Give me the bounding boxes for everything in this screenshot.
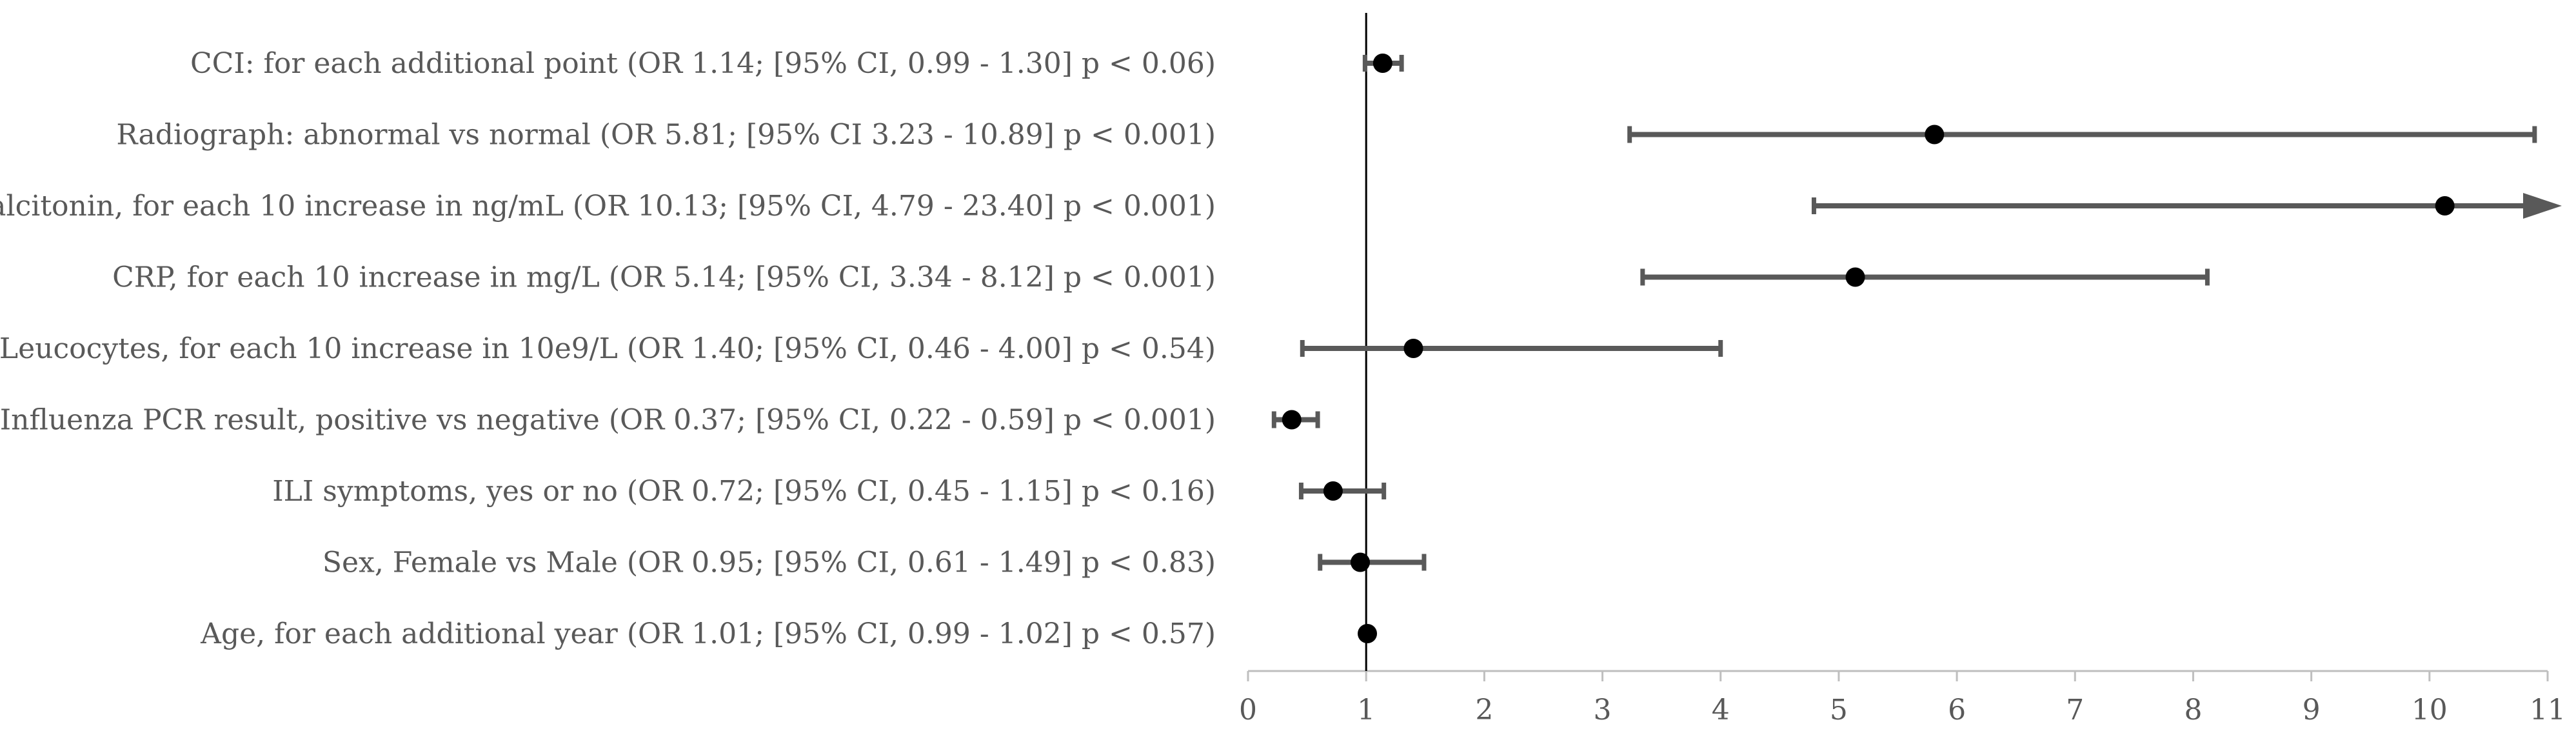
x-tick-label: 4 <box>1712 694 1730 727</box>
estimate-point <box>1372 54 1392 73</box>
x-tick-label: 1 <box>1357 694 1375 727</box>
x-tick-label: 7 <box>2066 694 2084 727</box>
x-axis: 0 1 2 3 4 5 6 7 8 9 10 11 <box>1239 670 2566 727</box>
x-tick-label: 10 <box>2412 694 2448 727</box>
estimate-point <box>1323 481 1343 501</box>
estimate-point <box>1403 339 1423 358</box>
row-label: Radiograph: abnormal vs normal (OR 5.81;… <box>116 119 1216 152</box>
x-tick-label: 6 <box>1948 694 1966 727</box>
estimate-point <box>1358 624 1378 643</box>
x-tick-label: 0 <box>1239 694 1257 727</box>
row-label: Age, for each additional year (OR 1.01; … <box>200 617 1216 650</box>
x-tick-label: 2 <box>1475 694 1493 727</box>
row-label: Leucocytes, for each 10 increase in 10e9… <box>0 332 1216 365</box>
x-tick-label: 5 <box>1830 694 1848 727</box>
row-label: CRP, for each 10 increase in mg/L (OR 5.… <box>112 261 1216 294</box>
estimate-point <box>2435 196 2455 216</box>
x-tick-label: 9 <box>2303 694 2321 727</box>
row-label: ILI symptoms, yes or no (OR 0.72; [95% C… <box>272 475 1216 508</box>
x-tick-label: 11 <box>2530 694 2566 727</box>
x-tick-label: 8 <box>2184 694 2202 727</box>
estimate-point <box>1351 552 1371 572</box>
estimates <box>1271 54 2562 643</box>
row-label: Sex, Female vs Male (OR 0.95; [95% CI, 0… <box>322 546 1216 579</box>
row-label: CCI: for each additional point (OR 1.14;… <box>190 47 1216 80</box>
estimate-point <box>1925 125 1945 145</box>
estimate-point <box>1845 267 1865 287</box>
x-tick-label: 3 <box>1594 694 1612 727</box>
row-label: Procalcitonin, for each 10 increase in n… <box>0 190 1216 223</box>
ci-truncation-arrow <box>2523 193 2562 219</box>
row-label: Influenza PCR result, positive vs negati… <box>0 404 1216 437</box>
estimate-point <box>1282 410 1302 430</box>
row-labels: CCI: for each additional point (OR 1.14;… <box>0 47 1216 650</box>
